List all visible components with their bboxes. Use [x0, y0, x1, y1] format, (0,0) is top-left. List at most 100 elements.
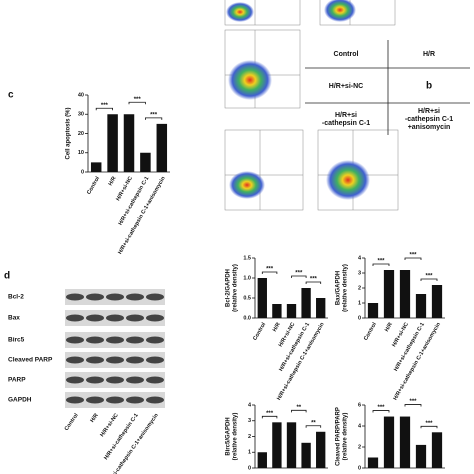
significance-bracket [420, 425, 438, 429]
blot-band [146, 356, 164, 364]
blot-band [86, 396, 104, 404]
table-cell: H/R+si [335, 112, 357, 119]
significance-bracket [145, 117, 163, 120]
x-tick-label: Control [86, 175, 101, 195]
y-tick-label: 4 [358, 423, 362, 429]
blot-band [126, 314, 144, 322]
y-tick-label: 2 [248, 434, 251, 440]
bar [272, 304, 282, 318]
blot-band [126, 293, 144, 301]
y-tick-label: 3 [248, 418, 251, 424]
legend-table [305, 40, 470, 135]
bar [367, 457, 379, 468]
blot-band [86, 356, 104, 364]
y-tick-label: 1 [358, 300, 361, 306]
significance-bracket [420, 278, 438, 281]
y-axis-label: Bcl-2/GAPDH [226, 269, 232, 307]
y-axis-label: (relative density) [343, 264, 349, 312]
blot-label: Bcl-2 [8, 294, 24, 301]
panel-label: d [4, 271, 10, 282]
blot-band [106, 336, 124, 344]
blot-band [126, 376, 144, 384]
blot-band [126, 336, 144, 344]
y-tick-label: 3 [358, 270, 361, 276]
blot-band [86, 376, 104, 384]
bar [367, 303, 379, 318]
bar [286, 422, 297, 468]
y-axis-label: (relative density) [343, 413, 349, 461]
significance-bracket [261, 271, 278, 274]
x-tick-label: H/R [384, 322, 394, 333]
y-tick-label: 0 [81, 169, 84, 175]
blot-band [126, 396, 144, 404]
significance-label: *** [377, 259, 385, 265]
significance-bracket [95, 107, 113, 111]
bar [431, 432, 443, 468]
significance-label: *** [425, 274, 433, 280]
blot-band [66, 396, 84, 404]
blot-band [146, 293, 164, 301]
significance-label: *** [150, 112, 158, 118]
significance-bracket [305, 281, 322, 284]
bar [316, 298, 326, 318]
blot-band [86, 314, 104, 322]
table-cell: +anisomycin [408, 124, 451, 131]
blot-band [146, 336, 164, 344]
y-tick-label: 1.5 [243, 255, 251, 261]
significance-label: *** [266, 267, 274, 273]
blot-band [106, 376, 124, 384]
significance-bracket [305, 425, 322, 428]
table-cell: Control [334, 51, 359, 58]
blot-band [66, 376, 84, 384]
significance-bracket [404, 404, 422, 407]
bar [415, 444, 427, 468]
blot-label: Cleaved PARP [8, 357, 53, 364]
significance-bracket [404, 257, 422, 260]
y-tick-label: 0 [358, 315, 361, 321]
y-axis-label: (relative density) [233, 264, 239, 312]
bar [301, 288, 311, 318]
significance-label: ** [311, 420, 316, 426]
bar [316, 431, 326, 468]
bar [383, 416, 395, 468]
x-tick-label: H/R [272, 322, 282, 333]
significance-label: *** [101, 103, 109, 109]
bar [399, 416, 411, 468]
y-axis-label: Birc5/GAPDH [226, 417, 232, 455]
significance-label: *** [377, 405, 385, 411]
table-cell: H/R+si-NC [329, 83, 363, 90]
blot-band [66, 293, 84, 301]
y-tick-label: 4 [358, 255, 362, 261]
blot-band [66, 356, 84, 364]
bar [301, 442, 311, 468]
bar [107, 114, 118, 172]
table-cell: H/R+si [418, 108, 440, 115]
bar [399, 270, 411, 318]
bar [272, 422, 282, 468]
significance-label: *** [266, 411, 274, 417]
x-tick-label: Control [363, 321, 378, 341]
flow-plots [224, 0, 399, 211]
bar [257, 278, 267, 318]
blot-band [106, 314, 124, 322]
significance-label: ** [296, 405, 301, 411]
western-blot [65, 289, 165, 408]
blot-band [86, 336, 104, 344]
y-tick-label: 0 [358, 465, 361, 471]
y-tick-label: 0 [248, 465, 251, 471]
significance-bracket [261, 415, 278, 419]
blot-category: H/R [89, 413, 99, 424]
blot-label: Birc5 [8, 337, 25, 344]
blot-band [126, 356, 144, 364]
y-tick-label: 40 [78, 92, 84, 98]
significance-label: *** [310, 277, 318, 283]
bar [257, 452, 267, 468]
bar [123, 114, 135, 172]
blot-category: H/R+si-NC [99, 413, 119, 439]
blot-band [66, 314, 84, 322]
y-tick-label: 6 [358, 402, 361, 408]
significance-bracket [372, 263, 390, 266]
y-axis-label: Cleaved PARP/PARP [336, 407, 342, 466]
y-tick-label: 4 [248, 402, 252, 408]
